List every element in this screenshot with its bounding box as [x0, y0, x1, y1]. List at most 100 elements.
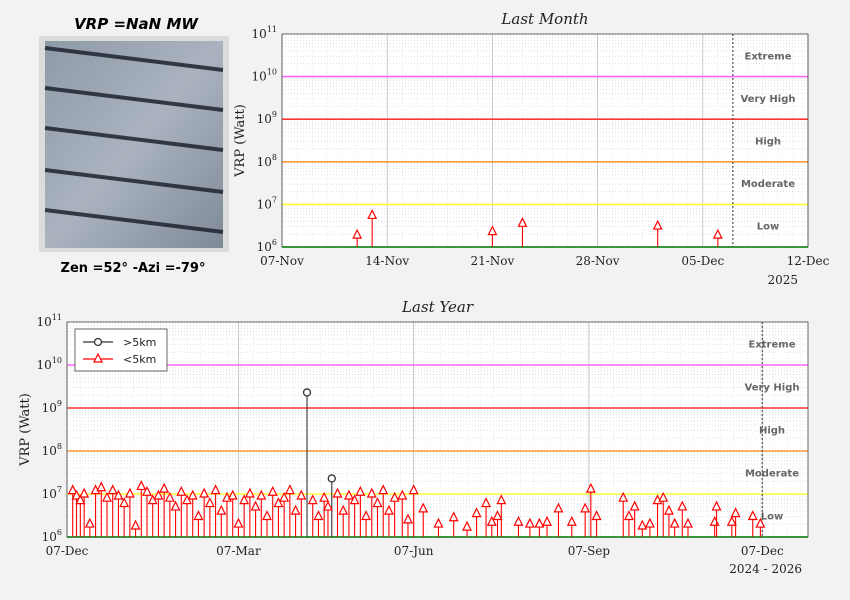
data-point-triangle	[669, 517, 680, 528]
data-point-triangle	[307, 494, 318, 505]
data-point-triangle	[487, 225, 498, 236]
y-axis-label: VRP (Watt)	[18, 393, 33, 467]
last-month-chart: 07-Nov 14-Nov 21-Nov 28-Nov 05-Dec 12-Dec 2025…	[233, 10, 830, 287]
legend-marker	[93, 337, 103, 347]
data-point-circle	[302, 388, 312, 397]
data-point-triangle	[204, 497, 215, 508]
plot-frame	[66, 321, 809, 538]
data-point-triangle	[418, 502, 429, 513]
y-tick-label: 108	[257, 153, 277, 169]
data-point-triangle	[486, 515, 497, 526]
data-point-triangle	[367, 209, 378, 220]
thumbnail-title: VRP =NaN MW	[74, 15, 199, 33]
zone-label: Extreme	[749, 340, 796, 351]
data-point-triangle	[332, 487, 343, 498]
data-point-triangle	[338, 504, 349, 515]
data-point-triangle	[227, 489, 238, 500]
thumbnail-image	[45, 41, 223, 248]
data-point-triangle	[319, 491, 330, 502]
x-tick-label: 07-Nov	[260, 254, 304, 268]
data-point-triangle	[542, 515, 553, 526]
x-tick-label: 12-Dec	[787, 254, 830, 268]
data-point-triangle	[79, 487, 90, 498]
x-tick-label: 28-Nov	[576, 254, 620, 268]
data-point-triangle	[147, 494, 158, 505]
legend-box	[74, 328, 168, 372]
data-point-triangle	[102, 491, 112, 502]
data-point-triangle	[389, 491, 400, 502]
thumbnail-streaks	[44, 46, 224, 234]
data-point-triangle	[677, 500, 688, 511]
data-point-triangle	[107, 484, 118, 495]
data-point-triangle	[397, 489, 408, 500]
data-point-triangle	[142, 485, 152, 496]
data-point-triangle	[652, 219, 663, 230]
legend: >5km <5km	[74, 328, 168, 372]
zone-label: Moderate	[741, 179, 795, 190]
data-point-triangle	[408, 484, 419, 495]
thumbnail-panel: VRP =NaN MW Zen =52° -Azi =-79°	[39, 15, 229, 276]
data-point-triangle	[755, 517, 766, 528]
data-point-triangle	[683, 517, 693, 528]
data-point-triangle	[496, 494, 507, 505]
zone-label: High	[759, 426, 785, 437]
y-tick-label: 106	[257, 238, 277, 254]
y-tick-label: 1010	[37, 356, 62, 372]
data-point-triangle	[591, 510, 602, 521]
legend-label: >5km	[123, 336, 156, 349]
zone-label: Very High	[741, 94, 796, 105]
data-point-triangle	[372, 497, 383, 508]
x-tick-label: 07-Jun	[394, 544, 434, 558]
data-point-triangle	[433, 517, 444, 528]
data-point-triangle	[712, 228, 723, 239]
zone-label: Very High	[745, 383, 800, 394]
data-point-triangle	[403, 513, 413, 524]
data-point-triangle	[352, 228, 363, 239]
zone-label: Extreme	[745, 51, 792, 62]
data-point-triangle	[182, 494, 192, 505]
data-point-triangle	[193, 510, 204, 521]
data-point-triangle	[711, 500, 722, 511]
data-point-triangle	[159, 482, 170, 493]
data-point-triangle	[153, 489, 164, 500]
data-point-triangle	[471, 507, 482, 518]
data-point-triangle	[96, 481, 107, 492]
data-point-triangle	[747, 510, 758, 521]
data-point-triangle	[730, 507, 741, 518]
data-point-triangle	[119, 497, 130, 508]
data-point-triangle	[644, 517, 655, 528]
zone-label: High	[755, 137, 781, 148]
data-point-triangle	[618, 491, 629, 502]
zone-label: Moderate	[745, 469, 799, 480]
data-point-triangle	[124, 487, 135, 498]
data-point-triangle	[71, 489, 82, 500]
data-point-triangle	[349, 494, 360, 505]
data-point-triangle	[361, 510, 372, 521]
data-point-triangle	[355, 485, 366, 496]
data-point-triangle	[462, 520, 472, 531]
data-point-triangle	[313, 510, 324, 521]
data-point-triangle	[239, 494, 250, 505]
data-point-triangle	[378, 484, 389, 495]
y-tick-label: 1010	[252, 68, 277, 84]
chart-title: Last Month	[500, 10, 588, 28]
data-point-triangle	[637, 519, 648, 530]
x-year-label: 2025	[767, 273, 798, 287]
y-tick-label: 108	[42, 442, 62, 458]
data-point-triangle	[130, 519, 141, 530]
y-tick-label: 109	[257, 110, 277, 126]
data-point-triangle	[164, 491, 175, 502]
data-point-triangle	[290, 504, 301, 515]
data-point-triangle	[170, 500, 181, 511]
data-point-triangle	[663, 504, 674, 515]
x-tick-label: 21-Nov	[470, 254, 514, 268]
plot-area	[67, 322, 808, 537]
x-tick-label: 07-Dec	[46, 544, 89, 558]
data-point-triangle	[136, 480, 147, 491]
data-point-triangle	[75, 494, 86, 505]
data-point-triangle	[250, 500, 261, 511]
x-year-label: 2024 - 2026	[729, 562, 802, 576]
y-tick-label: 107	[257, 195, 277, 211]
data-point-triangle	[84, 517, 95, 528]
